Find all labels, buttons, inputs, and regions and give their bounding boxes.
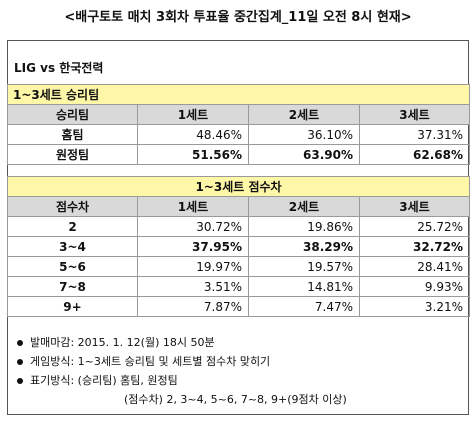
row-label: 홈팀 bbox=[7, 124, 138, 145]
match-label: LIG vs 한국전력 bbox=[14, 61, 104, 75]
table-cell: 3.21% bbox=[358, 296, 471, 317]
column-header-row: 점수차 1세트 2세트 3세트 bbox=[7, 196, 471, 217]
note-text: 발매마감: 2015. 1. 12(월) 18시 50분 bbox=[30, 336, 215, 349]
section-header: 1~3세트 승리팀 bbox=[6, 84, 471, 105]
table-cell: 14.81% bbox=[248, 276, 360, 297]
column-header: 1세트 bbox=[137, 104, 249, 125]
table-cell: 9.93% bbox=[358, 276, 471, 297]
score-diff-table: 1~3세트 점수차 점수차 1세트 2세트 3세트 2 30.72% 19.86… bbox=[6, 176, 471, 317]
table-row: 원정팀 51.56% 63.90% 62.68% bbox=[7, 144, 471, 165]
row-label: 3~4 bbox=[7, 236, 138, 257]
table-row: 5~6 19.97% 19.57% 28.41% bbox=[7, 256, 471, 277]
table-cell: 32.72% bbox=[358, 236, 471, 257]
row-label: 7~8 bbox=[7, 276, 138, 297]
table-cell: 37.95% bbox=[137, 236, 249, 257]
note-item: 표기방식: (승리팀) 홈팀, 원정팀 bbox=[14, 371, 347, 390]
table-cell: 28.41% bbox=[358, 256, 471, 277]
table-row: 7~8 3.51% 14.81% 9.93% bbox=[7, 276, 471, 297]
table-row: 3~4 37.95% 38.29% 32.72% bbox=[7, 236, 471, 257]
table-cell: 63.90% bbox=[248, 144, 360, 165]
note-item: 게임방식: 1~3세트 승리팀 및 세트별 점수차 맞히기 bbox=[14, 352, 347, 371]
bullet-icon bbox=[17, 340, 23, 346]
page-title: <배구토토 매치 3회차 투표율 중간집계_11일 오전 8시 현재> bbox=[64, 10, 412, 25]
bullet-icon bbox=[17, 378, 23, 384]
row-label: 9+ bbox=[7, 296, 138, 317]
win-team-table: 1~3세트 승리팀 승리팀 1세트 2세트 3세트 홈팀 48.46% 36.1… bbox=[6, 84, 471, 165]
table-cell: 3.51% bbox=[137, 276, 249, 297]
table-cell: 37.31% bbox=[358, 124, 471, 145]
section-header-row: 1~3세트 점수차 bbox=[6, 176, 471, 197]
table-cell: 19.86% bbox=[248, 216, 360, 237]
table-cell: 30.72% bbox=[137, 216, 249, 237]
table-cell: 25.72% bbox=[358, 216, 471, 237]
row-label: 5~6 bbox=[7, 256, 138, 277]
note-subline: (점수차) 2, 3~4, 5~6, 7~8, 9+(9점차 이상) bbox=[124, 393, 347, 406]
table-cell: 38.29% bbox=[248, 236, 360, 257]
column-header-row: 승리팀 1세트 2세트 3세트 bbox=[7, 104, 471, 125]
table-cell: 7.47% bbox=[248, 296, 360, 317]
section-header-row: 1~3세트 승리팀 bbox=[6, 84, 471, 105]
notes-section: 발매마감: 2015. 1. 12(월) 18시 50분 게임방식: 1~3세트… bbox=[14, 333, 347, 409]
column-header: 1세트 bbox=[137, 196, 249, 217]
note-item: 발매마감: 2015. 1. 12(월) 18시 50분 bbox=[14, 333, 347, 352]
table-row: 홈팀 48.46% 36.10% 37.31% bbox=[7, 124, 471, 145]
row-label: 원정팀 bbox=[7, 144, 138, 165]
note-text: 표기방식: (승리팀) 홈팀, 원정팀 bbox=[30, 374, 178, 387]
column-header: 2세트 bbox=[248, 104, 360, 125]
note-text: 게임방식: 1~3세트 승리팀 및 세트별 점수차 맞히기 bbox=[30, 355, 271, 368]
table-cell: 62.68% bbox=[358, 144, 471, 165]
column-header: 3세트 bbox=[358, 104, 471, 125]
table-cell: 51.56% bbox=[137, 144, 249, 165]
row-label: 2 bbox=[7, 216, 138, 237]
table-row: 2 30.72% 19.86% 25.72% bbox=[7, 216, 471, 237]
table-cell: 19.57% bbox=[248, 256, 360, 277]
bullet-icon bbox=[17, 359, 23, 365]
table-cell: 7.87% bbox=[137, 296, 249, 317]
table-row: 9+ 7.87% 7.47% 3.21% bbox=[7, 296, 471, 317]
table-cell: 36.10% bbox=[248, 124, 360, 145]
column-header: 2세트 bbox=[248, 196, 360, 217]
column-header: 3세트 bbox=[358, 196, 471, 217]
table-cell: 19.97% bbox=[137, 256, 249, 277]
table-cell: 48.46% bbox=[137, 124, 249, 145]
column-header: 점수차 bbox=[7, 196, 138, 217]
section-header: 1~3세트 점수차 bbox=[6, 176, 471, 197]
column-header: 승리팀 bbox=[7, 104, 138, 125]
